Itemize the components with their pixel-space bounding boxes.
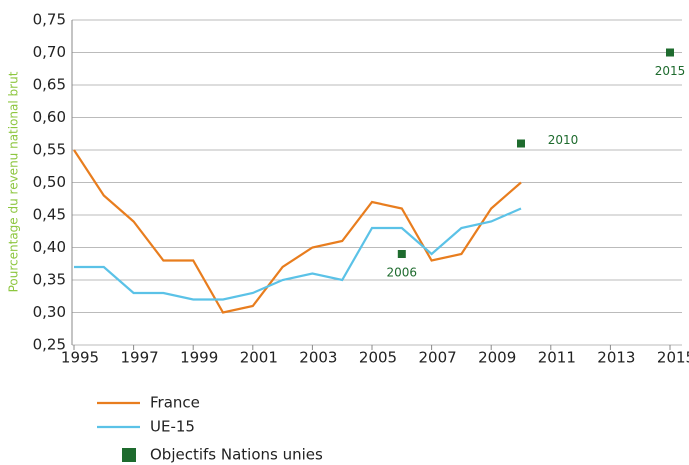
marker-label: 2010 <box>548 133 579 147</box>
y-tick-label: 0,70 <box>33 43 66 61</box>
y-tick-label: 0,55 <box>33 141 66 159</box>
x-tick-label: 2001 <box>240 349 278 367</box>
x-tick-label: 1997 <box>121 349 159 367</box>
x-tick-label: 2003 <box>299 349 337 367</box>
y-tick-label: 0,60 <box>33 108 66 126</box>
legend-label: France <box>150 394 200 412</box>
marker <box>517 139 525 148</box>
marker <box>397 250 406 258</box>
x-tick-label: 2013 <box>597 349 635 367</box>
legend-marker <box>122 448 136 462</box>
legend-label: Objectifs Nations unies <box>150 446 323 464</box>
x-tick-label: 2015 <box>657 349 689 367</box>
marker-label: 2015 <box>655 64 686 78</box>
y-tick-label: 0,35 <box>33 271 66 289</box>
x-tick-label: 1999 <box>180 349 218 367</box>
line <box>74 207 522 301</box>
y-tick-label: 0,75 <box>33 11 66 29</box>
x-tick-label: 2005 <box>359 349 397 367</box>
marker <box>666 48 674 57</box>
legend-label: UE-15 <box>150 418 195 436</box>
x-tick-label: 2009 <box>478 349 516 367</box>
y-tick-label: 0,30 <box>33 303 66 321</box>
y-axis-label: Pourcentage du revenu national brut <box>7 71 21 292</box>
x-tick-label: 1995 <box>61 349 99 367</box>
line <box>73 149 522 314</box>
x-tick-label: 2007 <box>419 349 457 367</box>
x-tick-label: 2011 <box>538 349 576 367</box>
y-tick-label: 0,40 <box>33 238 66 256</box>
marker-label: 2006 <box>387 266 418 280</box>
y-tick-label: 0,45 <box>33 206 66 224</box>
y-tick-label: 0,65 <box>33 76 66 94</box>
y-tick-label: 0,25 <box>33 336 66 354</box>
y-tick-label: 0,50 <box>33 173 66 191</box>
